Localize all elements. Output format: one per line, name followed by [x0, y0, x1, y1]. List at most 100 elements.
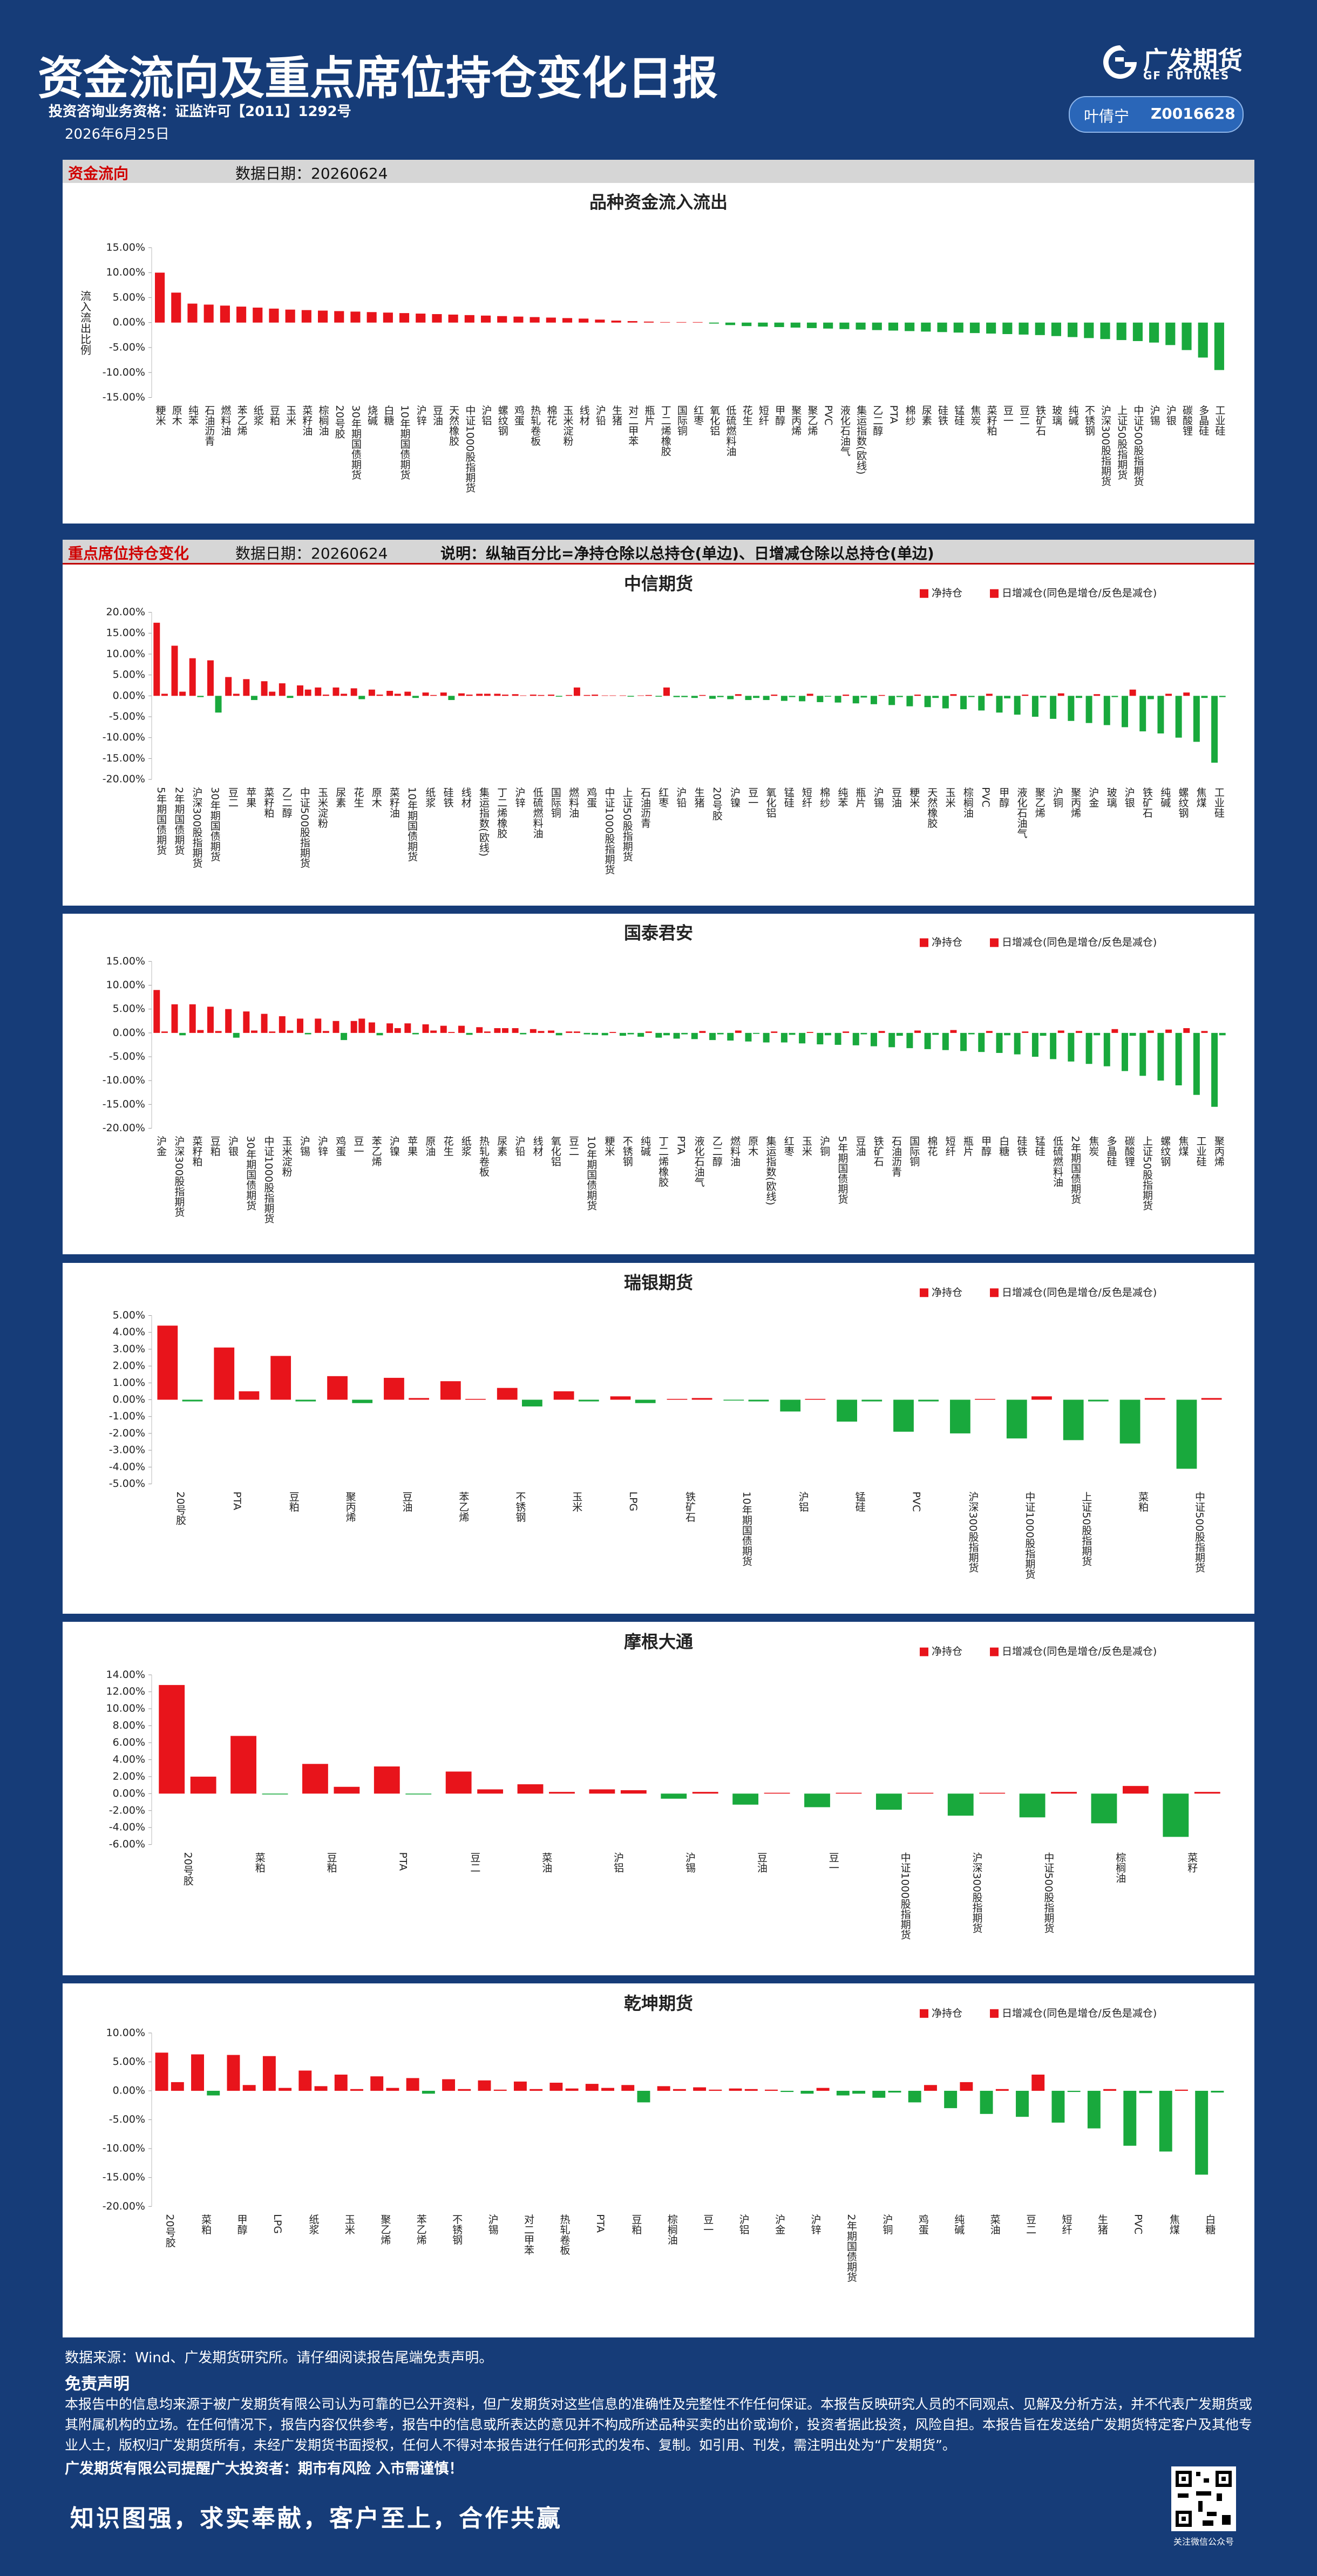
- bar: [445, 1771, 472, 1794]
- bar: [1075, 1031, 1082, 1033]
- x-tick-label: 沪铝: [480, 405, 492, 425]
- chart-title: 国泰君安: [624, 922, 693, 943]
- y-tick-label: 0.00%: [113, 316, 145, 328]
- x-tick-label: 锰硅: [783, 787, 795, 807]
- bar: [709, 2089, 722, 2091]
- bar: [304, 1032, 311, 1035]
- bar: [376, 694, 383, 696]
- bar: [663, 1032, 670, 1036]
- bar: [950, 1030, 957, 1033]
- bar: [1035, 322, 1045, 335]
- bar: [315, 1018, 322, 1033]
- bar: [565, 2088, 579, 2091]
- bar: [191, 2054, 204, 2091]
- x-tick-label: 热轧卷板: [529, 405, 541, 446]
- bar: [484, 1031, 491, 1033]
- bar: [270, 1356, 291, 1400]
- bar: [394, 694, 401, 696]
- bar: [1111, 1029, 1118, 1033]
- bar: [817, 696, 824, 702]
- bar: [1201, 1031, 1208, 1033]
- x-tick-label: 沪金: [1087, 787, 1099, 807]
- bar: [856, 322, 866, 330]
- bar: [476, 694, 483, 696]
- bar: [1175, 1032, 1182, 1086]
- legend-label: 日增减仓(同色是增仓/反色是减仓): [1002, 1287, 1157, 1299]
- x-tick-label: 红枣: [783, 1136, 795, 1156]
- bar: [236, 307, 247, 323]
- x-tick-label: 鸡蛋: [334, 1136, 346, 1156]
- bar: [764, 1792, 790, 1794]
- bar: [1040, 1032, 1047, 1036]
- bar: [896, 696, 903, 697]
- bar: [692, 1792, 718, 1794]
- chart-panel: [63, 565, 1254, 906]
- bar: [370, 2076, 384, 2091]
- qr-caption: 关注微信公众号: [1173, 2537, 1234, 2547]
- x-tick-label: 玉米淀粉: [316, 787, 328, 828]
- bar: [834, 1032, 841, 1045]
- bar: [932, 1032, 939, 1035]
- bar: [860, 696, 867, 698]
- bar: [430, 1030, 437, 1033]
- x-tick-label: 苯乙烯: [415, 2214, 427, 2245]
- x-tick-label: 纸浆: [424, 787, 436, 807]
- x-tick-label: 生猪: [1096, 2214, 1108, 2234]
- bar: [1031, 696, 1038, 717]
- bar: [1006, 1399, 1027, 1439]
- bar: [529, 2089, 543, 2091]
- bar: [287, 1030, 294, 1033]
- x-tick-label: 中证1000股指期货: [262, 1136, 274, 1224]
- x-tick-label: 中证1000股指期货: [603, 787, 615, 875]
- x-tick-label: 短纤: [944, 1136, 956, 1156]
- x-tick-label: 菜籽油: [301, 405, 313, 436]
- bar: [458, 1025, 465, 1033]
- report-date: 2026年6月25日: [65, 126, 169, 142]
- bar: [748, 1399, 769, 1402]
- x-tick-label: 集运指数(欧线): [855, 405, 867, 474]
- bar: [765, 2089, 778, 2091]
- x-tick-label: 粳米: [908, 787, 920, 807]
- bar: [161, 694, 168, 696]
- bar: [799, 696, 806, 702]
- x-tick-label: 5年期国债期货: [155, 787, 167, 855]
- bar: [758, 322, 768, 327]
- x-tick-label: 纯碱: [1067, 405, 1079, 426]
- y-tick-label: -20.00%: [103, 2200, 145, 2212]
- x-tick-label: 玉米淀粉: [562, 405, 574, 446]
- x-tick-label: 聚丙烯: [1213, 1136, 1225, 1167]
- x-tick-label: 瓶片: [854, 787, 866, 807]
- x-tick-label: 甲醇: [980, 1136, 992, 1157]
- bar: [978, 1032, 985, 1052]
- bar: [585, 2084, 599, 2091]
- bar: [225, 1009, 232, 1033]
- bar: [1016, 2090, 1029, 2117]
- bar: [893, 1399, 914, 1432]
- y-tick-label: -10.00%: [103, 1075, 145, 1086]
- bar: [1149, 322, 1159, 343]
- bar: [562, 318, 573, 323]
- bar: [412, 696, 419, 698]
- bar: [709, 322, 719, 324]
- disclaimer-title: 免责声明: [65, 2375, 130, 2394]
- y-tick-label: 5.00%: [113, 291, 145, 303]
- x-tick-label: 多晶硅: [1197, 405, 1209, 436]
- x-tick-label: 氧化铝: [764, 787, 776, 818]
- legend-swatch: [990, 589, 999, 598]
- x-tick-label: 菜油: [540, 1852, 552, 1872]
- bar: [366, 312, 377, 323]
- x-tick-label: 豆油: [854, 1136, 866, 1157]
- x-tick-label: 豆一: [827, 1852, 839, 1873]
- x-tick-label: 菜籽粕: [262, 787, 274, 818]
- y-tick-label: 15.00%: [106, 627, 145, 639]
- bar: [1051, 1792, 1077, 1794]
- bar: [960, 696, 967, 710]
- bar: [1157, 1032, 1164, 1081]
- x-tick-label: 尿素: [920, 405, 932, 426]
- x-tick-label: PVC: [911, 1492, 922, 1512]
- bar: [888, 1032, 895, 1048]
- bar: [1103, 2089, 1117, 2091]
- x-tick-label: 菜粕: [254, 1852, 266, 1872]
- chart-title: 品种资金流入流出: [589, 192, 728, 212]
- bar: [334, 2074, 348, 2091]
